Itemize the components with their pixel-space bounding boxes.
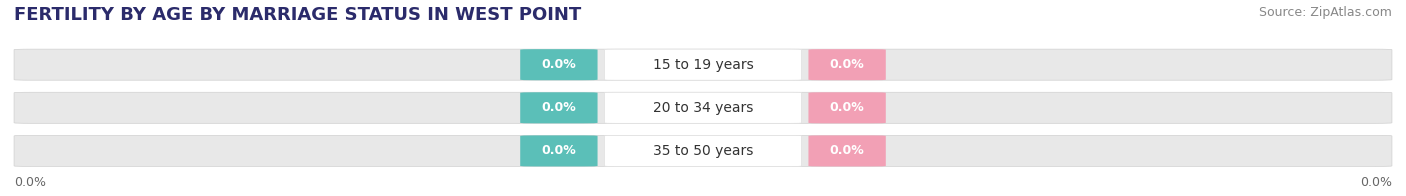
FancyBboxPatch shape [808, 92, 886, 123]
Text: 0.0%: 0.0% [830, 58, 865, 71]
FancyBboxPatch shape [605, 135, 801, 166]
FancyBboxPatch shape [14, 135, 1392, 166]
Text: 0.0%: 0.0% [830, 144, 865, 157]
FancyBboxPatch shape [14, 49, 1392, 80]
Text: 0.0%: 0.0% [541, 101, 576, 114]
FancyBboxPatch shape [520, 49, 598, 80]
Text: 0.0%: 0.0% [830, 101, 865, 114]
Text: 0.0%: 0.0% [541, 144, 576, 157]
Text: 35 to 50 years: 35 to 50 years [652, 144, 754, 158]
FancyBboxPatch shape [808, 49, 886, 80]
Text: Source: ZipAtlas.com: Source: ZipAtlas.com [1258, 6, 1392, 19]
Text: 0.0%: 0.0% [14, 176, 46, 189]
FancyBboxPatch shape [520, 135, 598, 166]
FancyBboxPatch shape [605, 92, 801, 123]
FancyBboxPatch shape [605, 49, 801, 80]
FancyBboxPatch shape [14, 92, 1392, 123]
Text: 20 to 34 years: 20 to 34 years [652, 101, 754, 115]
Text: 0.0%: 0.0% [1360, 176, 1392, 189]
FancyBboxPatch shape [808, 135, 886, 166]
Text: 0.0%: 0.0% [541, 58, 576, 71]
FancyBboxPatch shape [520, 92, 598, 123]
Text: FERTILITY BY AGE BY MARRIAGE STATUS IN WEST POINT: FERTILITY BY AGE BY MARRIAGE STATUS IN W… [14, 6, 581, 24]
Text: 15 to 19 years: 15 to 19 years [652, 58, 754, 72]
